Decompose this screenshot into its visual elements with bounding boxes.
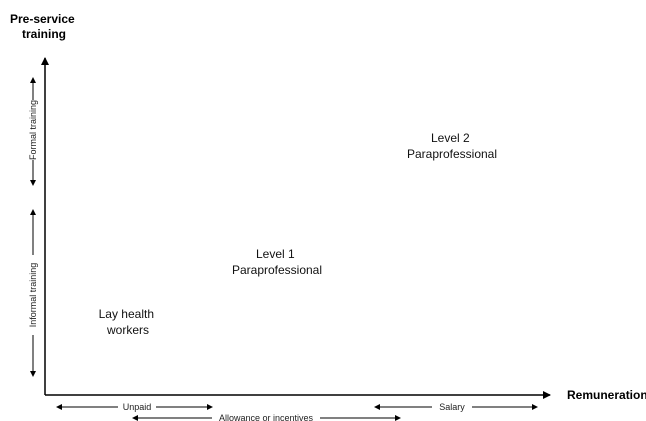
node-label: Level 2 Paraprofessional bbox=[407, 131, 497, 161]
allowance-range: Allowance or incentives bbox=[132, 413, 401, 421]
range-label: Unpaid bbox=[123, 402, 152, 412]
x-axis-label: Remuneration bbox=[567, 388, 646, 402]
range-label: Formal training bbox=[28, 100, 38, 160]
range-label: Informal training bbox=[28, 263, 38, 328]
formal-range: Formal training bbox=[28, 77, 38, 186]
node-label: Lay health workers bbox=[99, 307, 158, 337]
salary-range: Salary bbox=[374, 402, 538, 412]
y-axis-label: Pre-service training bbox=[10, 12, 78, 41]
node-label: Level 1 Paraprofessional bbox=[232, 247, 322, 277]
unpaid-range: Unpaid bbox=[56, 402, 213, 412]
range-label: Salary bbox=[439, 402, 465, 412]
range-label: Allowance or incentives bbox=[219, 413, 314, 421]
informal-range: Informal training bbox=[28, 209, 38, 377]
